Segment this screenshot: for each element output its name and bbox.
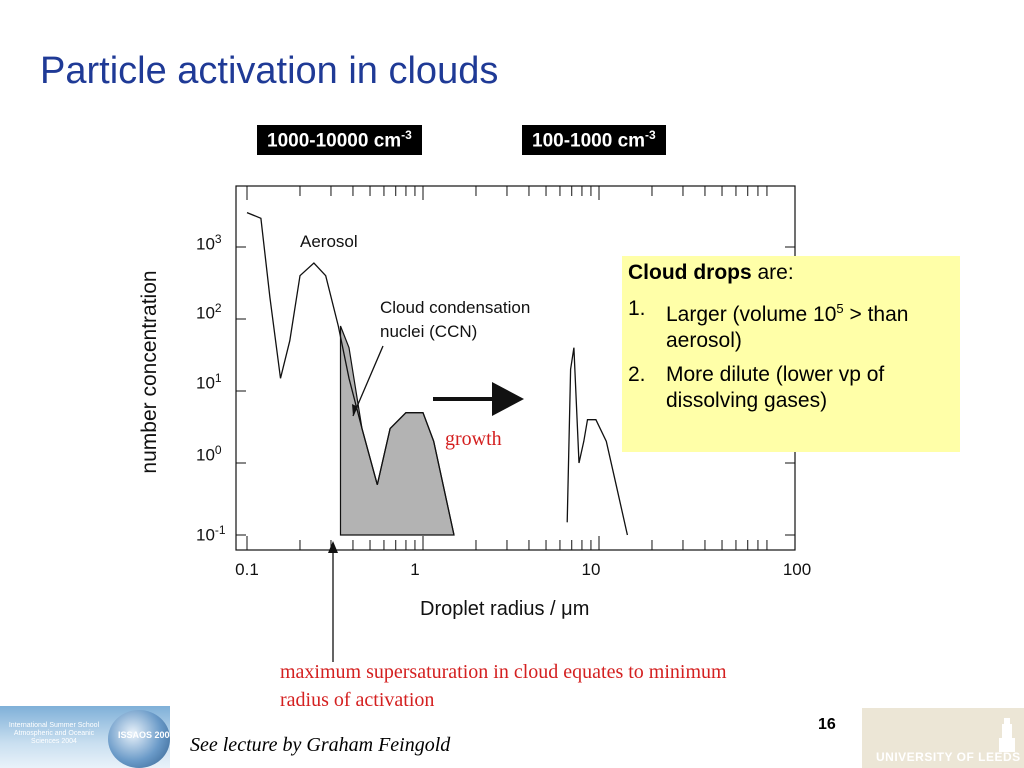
university-logo-banner [862, 708, 1024, 768]
x-axis-label: Droplet radius / μm [420, 598, 590, 620]
cloud-drops-heading: Cloud drops are: [628, 261, 794, 284]
school-logo-acronym: ISSAOS 2004 [118, 730, 175, 740]
ccn-annotation-line1: Cloud condensation [380, 298, 531, 317]
university-tower-icon [999, 718, 1015, 752]
x-tick-label-1: 1 [410, 560, 420, 579]
concentration-label-left: 1000-10000 cm-3 [257, 125, 422, 156]
concentration-label-right: 100-1000 cm-3 [522, 125, 666, 156]
cloud-drops-item-2: 2. More dilute (lower vp of dissolving g… [628, 363, 885, 412]
page-number: 16 [818, 716, 836, 733]
activation-caption: maximum supersaturation in cloud equates… [280, 661, 727, 711]
lecture-reference: See lecture by Graham Feingold [190, 734, 451, 756]
ccn-pointer-line [352, 345, 384, 417]
y-tick-label-10: 101 [196, 371, 222, 393]
y-tick-label-1: 100 [196, 443, 222, 465]
y-tick-label-100: 102 [196, 301, 222, 323]
school-logo-text: International Summer School Atmospheric … [8, 722, 100, 745]
cloud-drops-series-line [566, 347, 629, 536]
ccn-pointer-arrowhead [352, 404, 358, 416]
cloud-drops-item-1: 1. Larger (volume 105 > than aerosol) [628, 297, 909, 352]
x-tick-label-100: 100 [782, 560, 812, 579]
ccn-annotation-line2: nuclei (CCN) [380, 322, 478, 341]
growth-arrow-head [492, 382, 524, 416]
concentration-right-exp: -3 [645, 128, 656, 142]
activation-radius-arrowhead [328, 541, 338, 553]
y-tick-label-1000: 103 [196, 232, 222, 254]
aerosol-series-line [246, 211, 455, 536]
ccn-shaded-area [339, 325, 455, 536]
chart-ticks [236, 186, 795, 550]
slide-title: Particle activation in clouds [40, 50, 499, 92]
y-axis-label: number concentration [138, 270, 161, 474]
x-tick-label-0-1: 0.1 [235, 560, 259, 579]
cloud-drops-callout: Cloud drops are: 1. Larger (volume 105 >… [622, 256, 960, 452]
concentration-left-text: 1000-10000 cm [267, 130, 402, 152]
growth-annotation: growth [445, 428, 502, 450]
concentration-left-exp: -3 [401, 128, 412, 142]
university-name: UNIVERSITY OF LEEDS [876, 750, 1021, 764]
aerosol-annotation: Aerosol [300, 232, 358, 251]
x-tick-label-10: 10 [581, 560, 601, 579]
concentration-right-text: 100-1000 cm [532, 130, 646, 152]
y-tick-label-0-1: 10-1 [196, 523, 226, 545]
globe-icon [108, 710, 170, 768]
